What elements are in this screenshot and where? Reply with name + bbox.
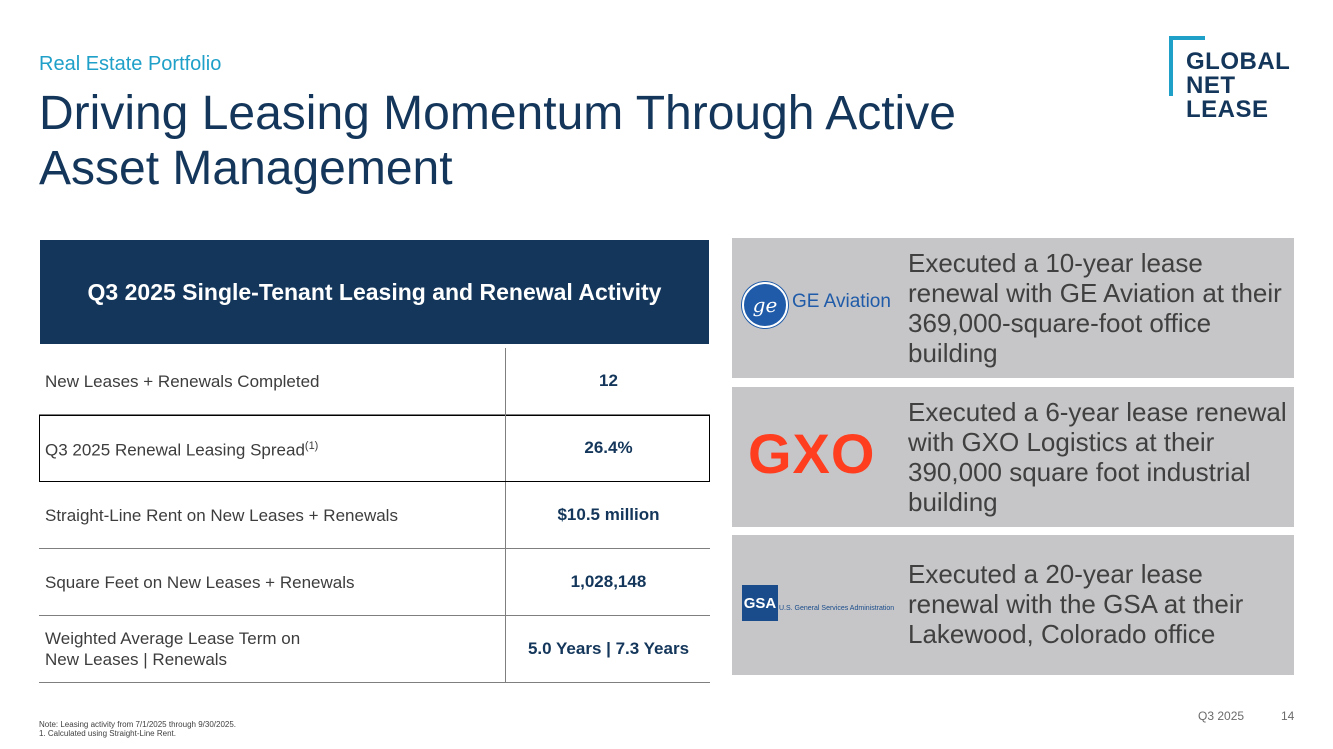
company-logo: GLOBAL NET LEASE [1169, 36, 1299, 122]
page-number: 14 [1281, 709, 1295, 723]
row-label: Weighted Average Lease Term on New Lease… [45, 629, 301, 669]
table-row: Straight-Line Rent on New Leases + Renew… [39, 482, 710, 549]
footnote-marker: (1) [304, 439, 319, 452]
card-text: Executed a 10-year lease renewal with GE… [908, 248, 1282, 368]
table-row: Square Feet on New Leases + Renewals 1,0… [39, 549, 710, 616]
footnotes: Note: Leasing activity from 7/1/2025 thr… [39, 720, 236, 738]
card-gxo: GXO Executed a 6-year lease renewal with… [732, 387, 1294, 527]
card-gsa: GSA U.S. General Services Administration… [732, 535, 1294, 675]
table-row: Weighted Average Lease Term on New Lease… [39, 616, 710, 683]
row-label: Square Feet on New Leases + Renewals [45, 572, 355, 592]
table-row-highlighted: Q3 2025 Renewal Leasing Spread(1) 26.4% [39, 415, 710, 482]
logo-wordmark: GLOBAL NET LEASE [1186, 50, 1290, 122]
row-label: New Leases + Renewals Completed [45, 371, 320, 391]
page-title-line1: Driving Leasing Momentum Through Active [39, 87, 956, 140]
ge-monogram-icon: ge [742, 282, 788, 328]
table-row: New Leases + Renewals Completed 12 [39, 348, 710, 415]
logo-line3: LEASE [1186, 96, 1269, 123]
page-title-line2: Asset Management [39, 142, 453, 195]
leasing-table: New Leases + Renewals Completed 12 Q3 20… [39, 348, 710, 683]
card-text: Executed a 6-year lease renewal with GXO… [908, 397, 1287, 517]
row-value: 5.0 Years | 7.3 Years [505, 616, 711, 682]
gsa-full-name: U.S. General Services Administration [779, 605, 895, 612]
footnote-note: Note: Leasing activity from 7/1/2025 thr… [39, 720, 237, 729]
gxo-wordmark: GXO [748, 422, 876, 485]
row-value: $10.5 million [505, 482, 711, 548]
row-value: 12 [505, 348, 711, 414]
section-kicker: Real Estate Portfolio [39, 53, 222, 75]
row-label: Q3 2025 Renewal Leasing Spread(1) [45, 439, 319, 460]
row-value: 1,028,148 [505, 549, 711, 615]
footer-period: Q3 2025 [1198, 709, 1245, 723]
card-ge-aviation: ge GE Aviation Executed a 10-year lease … [732, 238, 1294, 378]
row-label: Straight-Line Rent on New Leases + Renew… [45, 505, 398, 525]
logo-bracket-vertical [1169, 36, 1173, 96]
card-text: Executed a 20-year lease renewal with th… [908, 559, 1244, 649]
logo-line2: NET [1186, 72, 1236, 99]
footnote-1: 1. Calculated using Straight-Line Rent. [39, 729, 176, 738]
ge-brand-name: GE Aviation [792, 291, 891, 312]
logo-line1: GLOBAL [1186, 48, 1291, 75]
gsa-mark: GSA [742, 585, 778, 621]
table-heading: Q3 2025 Single-Tenant Leasing and Renewa… [40, 240, 709, 344]
page-title: Driving Leasing Momentum Through Active … [39, 86, 1039, 196]
row-value: 26.4% [505, 415, 711, 481]
logo-bracket-top [1169, 36, 1205, 40]
